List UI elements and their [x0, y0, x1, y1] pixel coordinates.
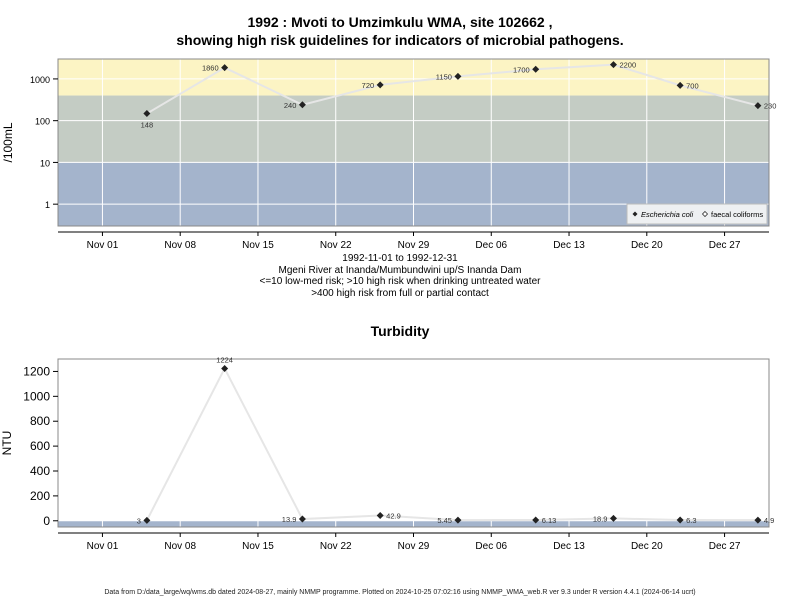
- data-point: [221, 364, 229, 372]
- data-label: 700: [686, 81, 699, 90]
- plot-frame: [57, 358, 770, 528]
- x-tick-label: Nov 22: [320, 541, 352, 552]
- data-label: 240: [284, 101, 297, 110]
- data-point: [676, 81, 684, 89]
- data-point: [754, 516, 762, 524]
- turbidity-title: Turbidity: [370, 323, 430, 339]
- microbial-chart: 1 10 100 1000 Nov 01 Nov 08 Nov 15 Nov 22 Nov 29…: [1, 58, 777, 251]
- caption: 1992-11-01 to 1992-12-31 Mgeni River at …: [0, 253, 800, 299]
- data-label: 3: [137, 516, 141, 525]
- y-tick-label: 0: [43, 514, 50, 528]
- x-tick-label: Dec 13: [553, 541, 585, 552]
- data-point: [754, 102, 762, 110]
- data-point: [454, 516, 462, 524]
- data-point: [376, 511, 384, 519]
- data-label: 6.13: [542, 516, 557, 525]
- data-point: [143, 516, 151, 524]
- y-tick-label: 1000: [30, 75, 50, 85]
- y-axis-label: /100mL: [1, 122, 15, 162]
- x-tick-label: Nov 01: [87, 240, 119, 251]
- data-point: [376, 81, 384, 89]
- x-tick-label: Dec 06: [475, 240, 507, 251]
- data-point: [676, 516, 684, 524]
- legend-label-faecal: faecal coliforms: [711, 210, 763, 219]
- caption-guideline-drinking: <=10 low-med risk; >10 high risk when dr…: [259, 276, 541, 287]
- y-tick-label: 100: [35, 117, 50, 127]
- data-label: 1700: [513, 65, 530, 74]
- data-label: 148: [141, 121, 154, 130]
- data-label: 1224: [216, 355, 233, 364]
- y-tick-label: 1200: [23, 364, 50, 378]
- y-tick-label: 10: [40, 158, 50, 168]
- x-tick-label: Dec 27: [709, 240, 741, 251]
- y-axis-label: NTU: [0, 431, 14, 456]
- y-tick-label: 1000: [23, 389, 50, 403]
- data-point: [532, 516, 540, 524]
- y-tick-label: 400: [30, 464, 50, 478]
- data-point: [298, 515, 306, 523]
- x-tick-label: Dec 06: [475, 541, 507, 552]
- data-label: 1150: [436, 72, 452, 81]
- y-tick-label: 1: [45, 200, 50, 210]
- x-tick-label: Nov 08: [164, 240, 196, 251]
- x-tick-label: Nov 01: [87, 541, 119, 552]
- legend-marker-faecal: [701, 210, 709, 218]
- data-label: 4.9: [764, 516, 774, 525]
- data-label: 6.3: [686, 516, 696, 525]
- data-label: 42.9: [386, 511, 401, 520]
- series-line: [145, 366, 758, 522]
- turbidity-chart: 0 200 400 600 800 1000 1200 Nov 01 Nov 08 Nov 15 N…: [0, 355, 774, 552]
- legend-label-ecoli: Escherichia coli: [641, 210, 693, 219]
- y-tick-label: 600: [30, 439, 50, 453]
- y-tick-label: 200: [30, 489, 50, 503]
- legend-box: [626, 203, 768, 225]
- data-label: 2200: [619, 61, 636, 70]
- chart-title-line-1: 1992 : Mvoti to Umzimkulu WMA, site 1026…: [247, 14, 553, 30]
- data-point: [221, 64, 229, 72]
- x-tick-label: Dec 27: [709, 541, 741, 552]
- x-tick-label: Nov 15: [242, 240, 274, 251]
- x-tick-label: Nov 29: [398, 541, 430, 552]
- x-tick-label: Nov 22: [320, 240, 352, 251]
- x-tick-label: Dec 20: [631, 240, 663, 251]
- data-label: 5.45: [437, 516, 452, 525]
- data-label: 13.9: [282, 515, 297, 524]
- data-label: 1860: [202, 64, 219, 73]
- chart-title-line-2: showing high risk guidelines for indicat…: [176, 32, 624, 48]
- caption-date-range: 1992-11-01 to 1992-12-31: [342, 253, 458, 264]
- data-point: [609, 514, 617, 522]
- data-label: 18.9: [593, 514, 608, 523]
- data-point: [298, 101, 306, 109]
- x-tick-label: Dec 13: [553, 240, 585, 251]
- data-point: [143, 110, 151, 118]
- x-tick-label: Nov 08: [164, 541, 196, 552]
- y-tick-label: 800: [30, 414, 50, 428]
- x-tick-label: Nov 29: [398, 240, 430, 251]
- data-point: [454, 72, 462, 80]
- footer-note: Data from D:/data_large/wq/wms.db dated …: [104, 589, 696, 596]
- caption-site: Mgeni River at Inanda/Mumbundwini up/S I…: [278, 264, 522, 276]
- data-label: 720: [362, 81, 375, 90]
- plot-frame: [57, 58, 770, 227]
- caption-guideline-contact: >400 high risk from full or partial cont…: [311, 287, 489, 299]
- data-point: [609, 61, 617, 69]
- x-tick-label: Dec 20: [631, 541, 663, 552]
- legend-marker-ecoli: [632, 211, 638, 217]
- data-point: [532, 65, 540, 73]
- x-tick-label: Nov 15: [242, 541, 274, 552]
- data-label: 230: [764, 102, 777, 111]
